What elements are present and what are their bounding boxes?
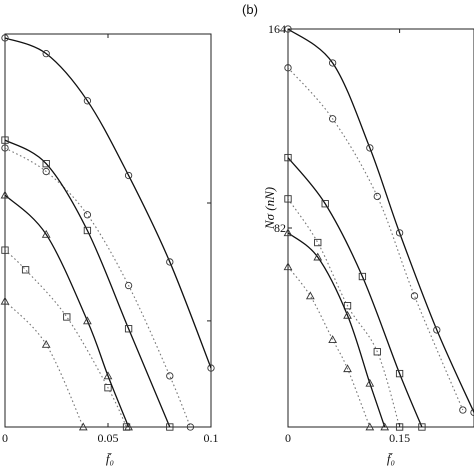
- data-point-circle: [366, 144, 374, 152]
- data-point-square: [358, 272, 367, 281]
- data-point-square: [343, 302, 352, 310]
- data-point-circle: [328, 59, 337, 67]
- data-point-triangle: [305, 291, 315, 300]
- data-point-circle: [42, 167, 50, 176]
- data-point-circle: [1, 144, 9, 152]
- data-point-square: [1, 136, 9, 144]
- data-point-triangle: [41, 229, 51, 238]
- y-tick-label: 82: [274, 221, 286, 235]
- data-point-triangle: [124, 422, 133, 431]
- data-point-circle: [433, 326, 441, 334]
- data-point-triangle: [83, 316, 92, 325]
- data-point-circle: [83, 97, 92, 105]
- data-point-circle: [124, 281, 133, 290]
- data-point-square: [284, 195, 292, 203]
- data-point-circle: [83, 211, 92, 219]
- data-point-triangle: [283, 262, 293, 271]
- data-point-square: [42, 160, 50, 168]
- x-axis-label: f̄₀: [387, 451, 395, 466]
- data-point-triangle: [380, 422, 390, 431]
- data-point-triangle: [41, 339, 51, 348]
- data-point-triangle: [343, 310, 352, 319]
- data-point-square: [104, 384, 112, 392]
- data-point-circle: [395, 229, 404, 237]
- data-point-circle: [207, 364, 215, 372]
- x-axis-label: f̄₀: [106, 451, 114, 466]
- panel-b: 0 0.15 82 164 f̄₀ Nσ (nN) (b): [242, 2, 474, 466]
- data-point-circle: [1, 34, 9, 42]
- data-point-circle: [42, 50, 50, 58]
- data-point-square: [1, 246, 9, 254]
- x-tick-label: 0: [2, 431, 8, 445]
- plot-frame: [4, 33, 212, 428]
- data-point-circle: [410, 292, 419, 300]
- data-point-square: [395, 369, 404, 378]
- data-point-triangle: [328, 335, 338, 343]
- data-point-square: [166, 423, 174, 431]
- x-tick-label: 0.05: [98, 431, 119, 445]
- data-point-square: [418, 423, 426, 431]
- x-tick-label: 0: [285, 431, 291, 445]
- data-point-square: [395, 423, 404, 431]
- series-line-solid-circle: [5, 37, 211, 369]
- series-line-dotted-circle: [288, 67, 464, 411]
- series-line-solid-triangle: [288, 232, 386, 427]
- series-line-dotted-square: [288, 198, 401, 427]
- data-point-circle: [459, 406, 467, 414]
- data-point-circle: [284, 64, 292, 72]
- data-point-triangle: [0, 190, 10, 199]
- data-point-square: [21, 266, 30, 274]
- data-point-square: [63, 313, 71, 321]
- data-point-triangle: [78, 422, 88, 431]
- y-tick-label: 164: [268, 22, 286, 36]
- panel-label: (b): [242, 2, 258, 17]
- data-point-triangle: [103, 371, 113, 380]
- data-point-triangle: [343, 364, 352, 373]
- data-point-circle: [166, 258, 174, 266]
- series-line-dotted-square: [5, 249, 128, 427]
- data-point-triangle: [0, 296, 10, 305]
- series-line-dotted-triangle: [288, 266, 371, 427]
- data-point-triangle: [365, 378, 375, 387]
- y-axis-label: Nσ (nN): [262, 187, 277, 230]
- series-line-dotted-circle: [5, 147, 191, 427]
- data-point-triangle: [283, 228, 293, 237]
- x-tick-label: 0.1: [204, 431, 219, 445]
- data-point-square: [124, 325, 133, 333]
- panel-a: 0 0.05 0.1 f̄₀: [0, 33, 219, 466]
- data-point-square: [321, 200, 329, 208]
- series-line-dotted-triangle: [5, 300, 84, 427]
- data-point-square: [83, 226, 92, 235]
- data-point-circle: [373, 192, 381, 201]
- plot-frame: [287, 28, 474, 428]
- data-point-square: [314, 238, 322, 247]
- data-point-square: [373, 348, 381, 356]
- data-point-circle: [186, 423, 195, 431]
- data-point-triangle: [313, 252, 323, 261]
- data-point-circle: [284, 25, 292, 33]
- series-line-solid-square: [288, 157, 423, 427]
- series-line-solid-square: [5, 139, 171, 427]
- x-tick-label: 0.15: [389, 431, 410, 445]
- data-point-square: [284, 153, 292, 162]
- data-point-circle: [328, 115, 337, 123]
- series-line-solid-circle: [288, 28, 474, 413]
- data-point-circle: [124, 171, 133, 180]
- series-line-solid-triangle: [5, 194, 130, 427]
- data-point-circle: [166, 372, 174, 380]
- data-point-triangle: [365, 422, 375, 431]
